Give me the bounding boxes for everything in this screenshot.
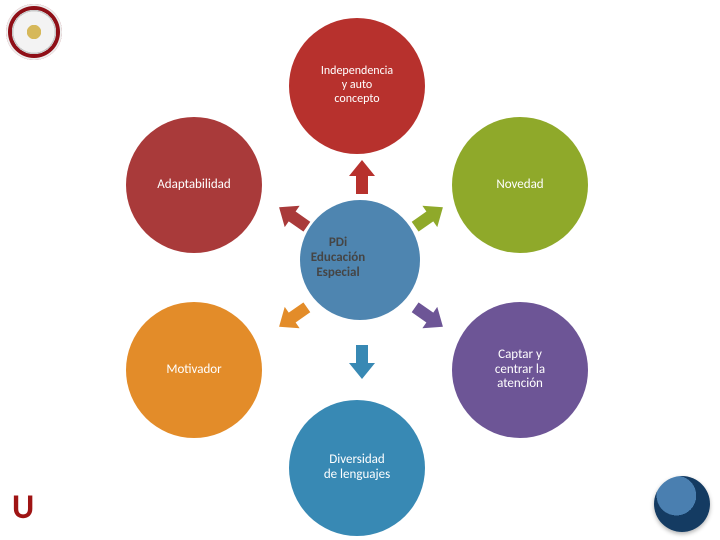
diagram-stage: U Independencia y auto conceptoNovedad Ca… [0, 0, 720, 540]
arrow-n-bot [349, 345, 375, 379]
node-n-bl: Motivador [126, 302, 262, 438]
arrow-n-br [408, 297, 451, 338]
arrow-n-bl [272, 297, 315, 338]
blue-globe-badge-icon [654, 476, 710, 532]
node-n-tl: Adaptabilidad [126, 117, 262, 253]
node-n-tr: Novedad [452, 117, 588, 253]
arrow-n-tr [408, 197, 451, 238]
node-n-top: Independencia y auto concepto [289, 18, 425, 154]
node-n-bot: Diversidad de lenguajes [289, 400, 425, 536]
arrow-n-top [349, 160, 375, 194]
center-label: PDi Educación Especial [288, 236, 388, 281]
red-u-icon: U [12, 487, 30, 528]
node-n-br: Captar y centrar la atención [452, 302, 588, 438]
institution-seal-icon [6, 4, 62, 60]
